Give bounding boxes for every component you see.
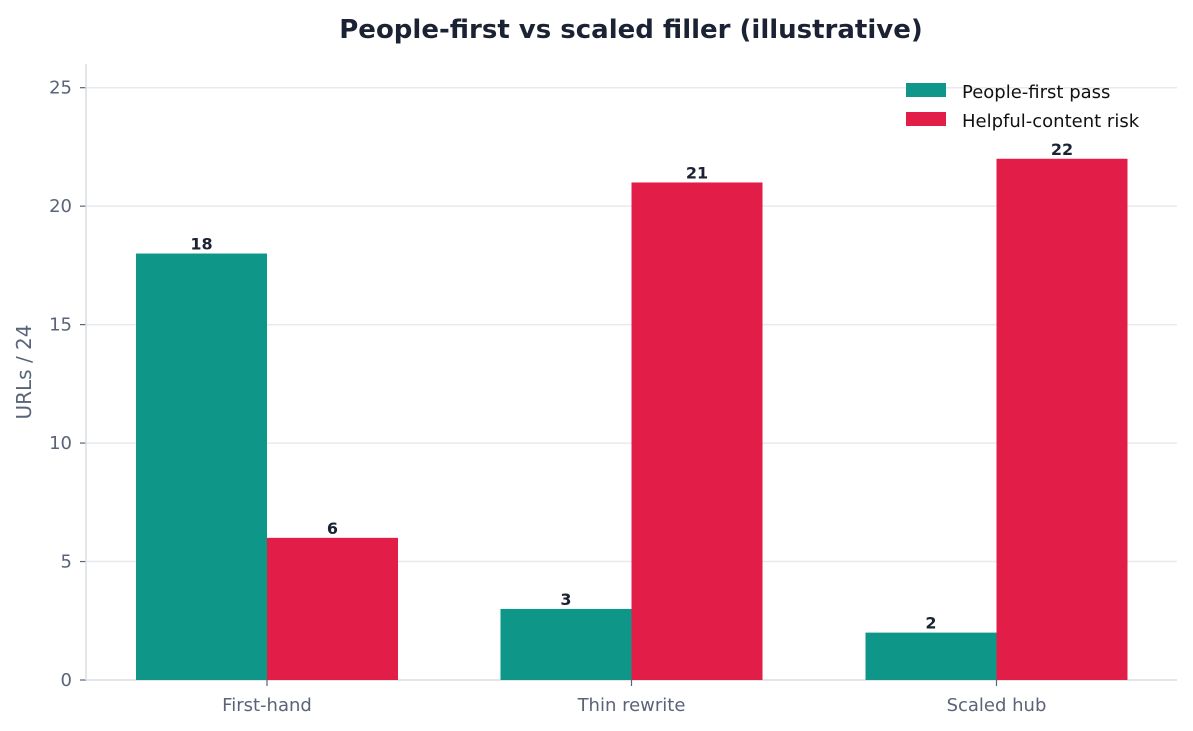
legend-swatch [906,112,946,126]
legend: People-first pass Helpful-content risk [906,82,1140,132]
legend-label: Helpful-content risk [962,111,1140,132]
bar [500,608,632,680]
y-tick-label: 25 [49,78,72,99]
x-tick-label: First-hand [222,695,312,716]
x-tick-label: Thin rewrite [577,695,686,716]
legend-swatch [906,83,946,97]
data-label: 22 [1051,140,1073,159]
chart-title: People-first vs scaled filler (illustrat… [339,15,922,45]
bars [136,158,1128,681]
legend-label: People-first pass [962,82,1110,103]
bar [631,182,763,680]
y-tick-label: 10 [49,433,72,454]
data-label: 18 [190,235,212,254]
bar [267,537,398,680]
bar [996,158,1128,680]
y-tick-label: 20 [49,196,72,217]
bar [865,632,997,680]
data-label: 6 [327,519,338,538]
y-tick-label: 15 [49,315,72,336]
y-tick-label: 5 [61,552,72,573]
bar [136,253,267,681]
data-label: 3 [560,590,571,609]
data-label: 21 [686,163,708,182]
data-label: 2 [925,614,936,633]
y-axis-label: URLs / 24 [12,325,36,420]
x-tick-label: Scaled hub [947,695,1047,716]
y-tick-label: 0 [61,670,72,691]
